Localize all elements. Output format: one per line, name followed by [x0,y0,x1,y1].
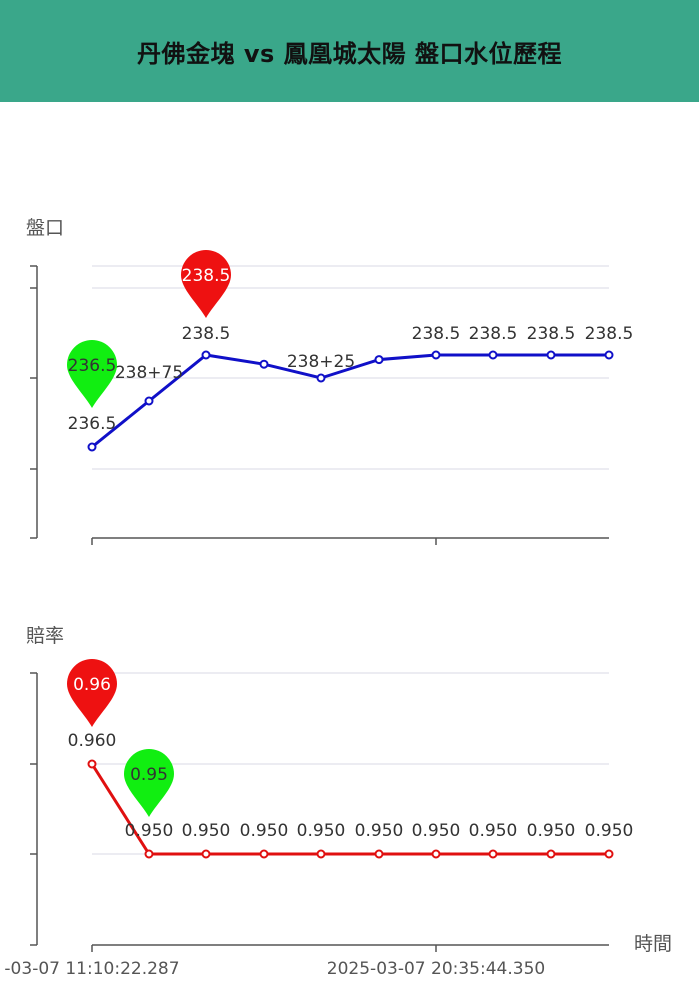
odds-point [144,849,154,859]
odds-point [431,849,441,859]
odds-point [259,849,269,859]
odds-data-label: 0.950 [527,821,576,841]
odds-chart: 賠率 -03-07 11:10:22.287 2025-03-07 20:35:… [4,625,672,979]
handicap-line [91,353,609,449]
odds-data-label: 0.950 [182,821,231,841]
odds-data-label: 0.950 [585,821,634,841]
odds-max-pin [67,659,117,727]
x-tick-label-first: -03-07 11:10:22.287 [4,959,179,979]
handicap-data-label: 238.5 [412,324,461,344]
odds-min-pin-label: 0.95 [130,765,168,785]
handicap-point [604,350,614,360]
odds-point [374,849,384,859]
odds-data-label: 0.950 [297,821,346,841]
page-header: 丹佛金塊 vs 鳳凰城太陽 盤口水位歷程 [0,0,699,102]
odds-data-label: 0.950 [412,821,461,841]
time-axis-name: 時間 [634,933,672,955]
handicap-point [201,350,211,360]
handicap-point [259,359,269,369]
handicap-data-label: 236.5 [68,414,117,434]
handicap-data-label: 238.5 [469,324,518,344]
odds-point [488,849,498,859]
page-title: 丹佛金塊 vs 鳳凰城太陽 盤口水位歷程 [137,39,562,68]
odds-data-label: 0.950 [240,821,289,841]
handicap-max-pin [181,250,231,318]
x-tick-label-second: 2025-03-07 20:35:44.350 [327,959,545,979]
handicap-point [316,373,326,383]
handicap-data-label: 238.5 [182,324,231,344]
odds-point [201,849,211,859]
odds-data-label: 0.950 [125,821,174,841]
odds-max-pin-label: 0.96 [73,675,111,695]
odds-point [316,849,326,859]
odds-min-pin [124,749,174,817]
handicap-point [431,350,441,360]
handicap-data-label: 238.5 [527,324,576,344]
handicap-axis-name: 盤口 [26,217,64,239]
handicap-data-label: 238+25 [287,352,355,372]
handicap-point [488,350,498,360]
handicap-min-pin-label: 236.5 [68,356,117,376]
odds-point [604,849,614,859]
handicap-data-label: 238.5 [585,324,634,344]
odds-data-label: 0.950 [469,821,518,841]
odds-point [546,849,556,859]
handicap-point [374,355,384,365]
handicap-point [87,442,97,452]
odds-data-label: 0.960 [68,731,117,751]
odds-axis-name: 賠率 [26,625,64,647]
handicap-point [546,350,556,360]
handicap-min-pin [67,340,117,408]
handicap-point [144,396,154,406]
handicap-max-pin-label: 238.5 [182,266,231,286]
odds-point [87,759,97,769]
odds-line [90,763,609,856]
odds-data-label: 0.950 [355,821,404,841]
handicap-data-label: 238+75 [115,363,183,383]
